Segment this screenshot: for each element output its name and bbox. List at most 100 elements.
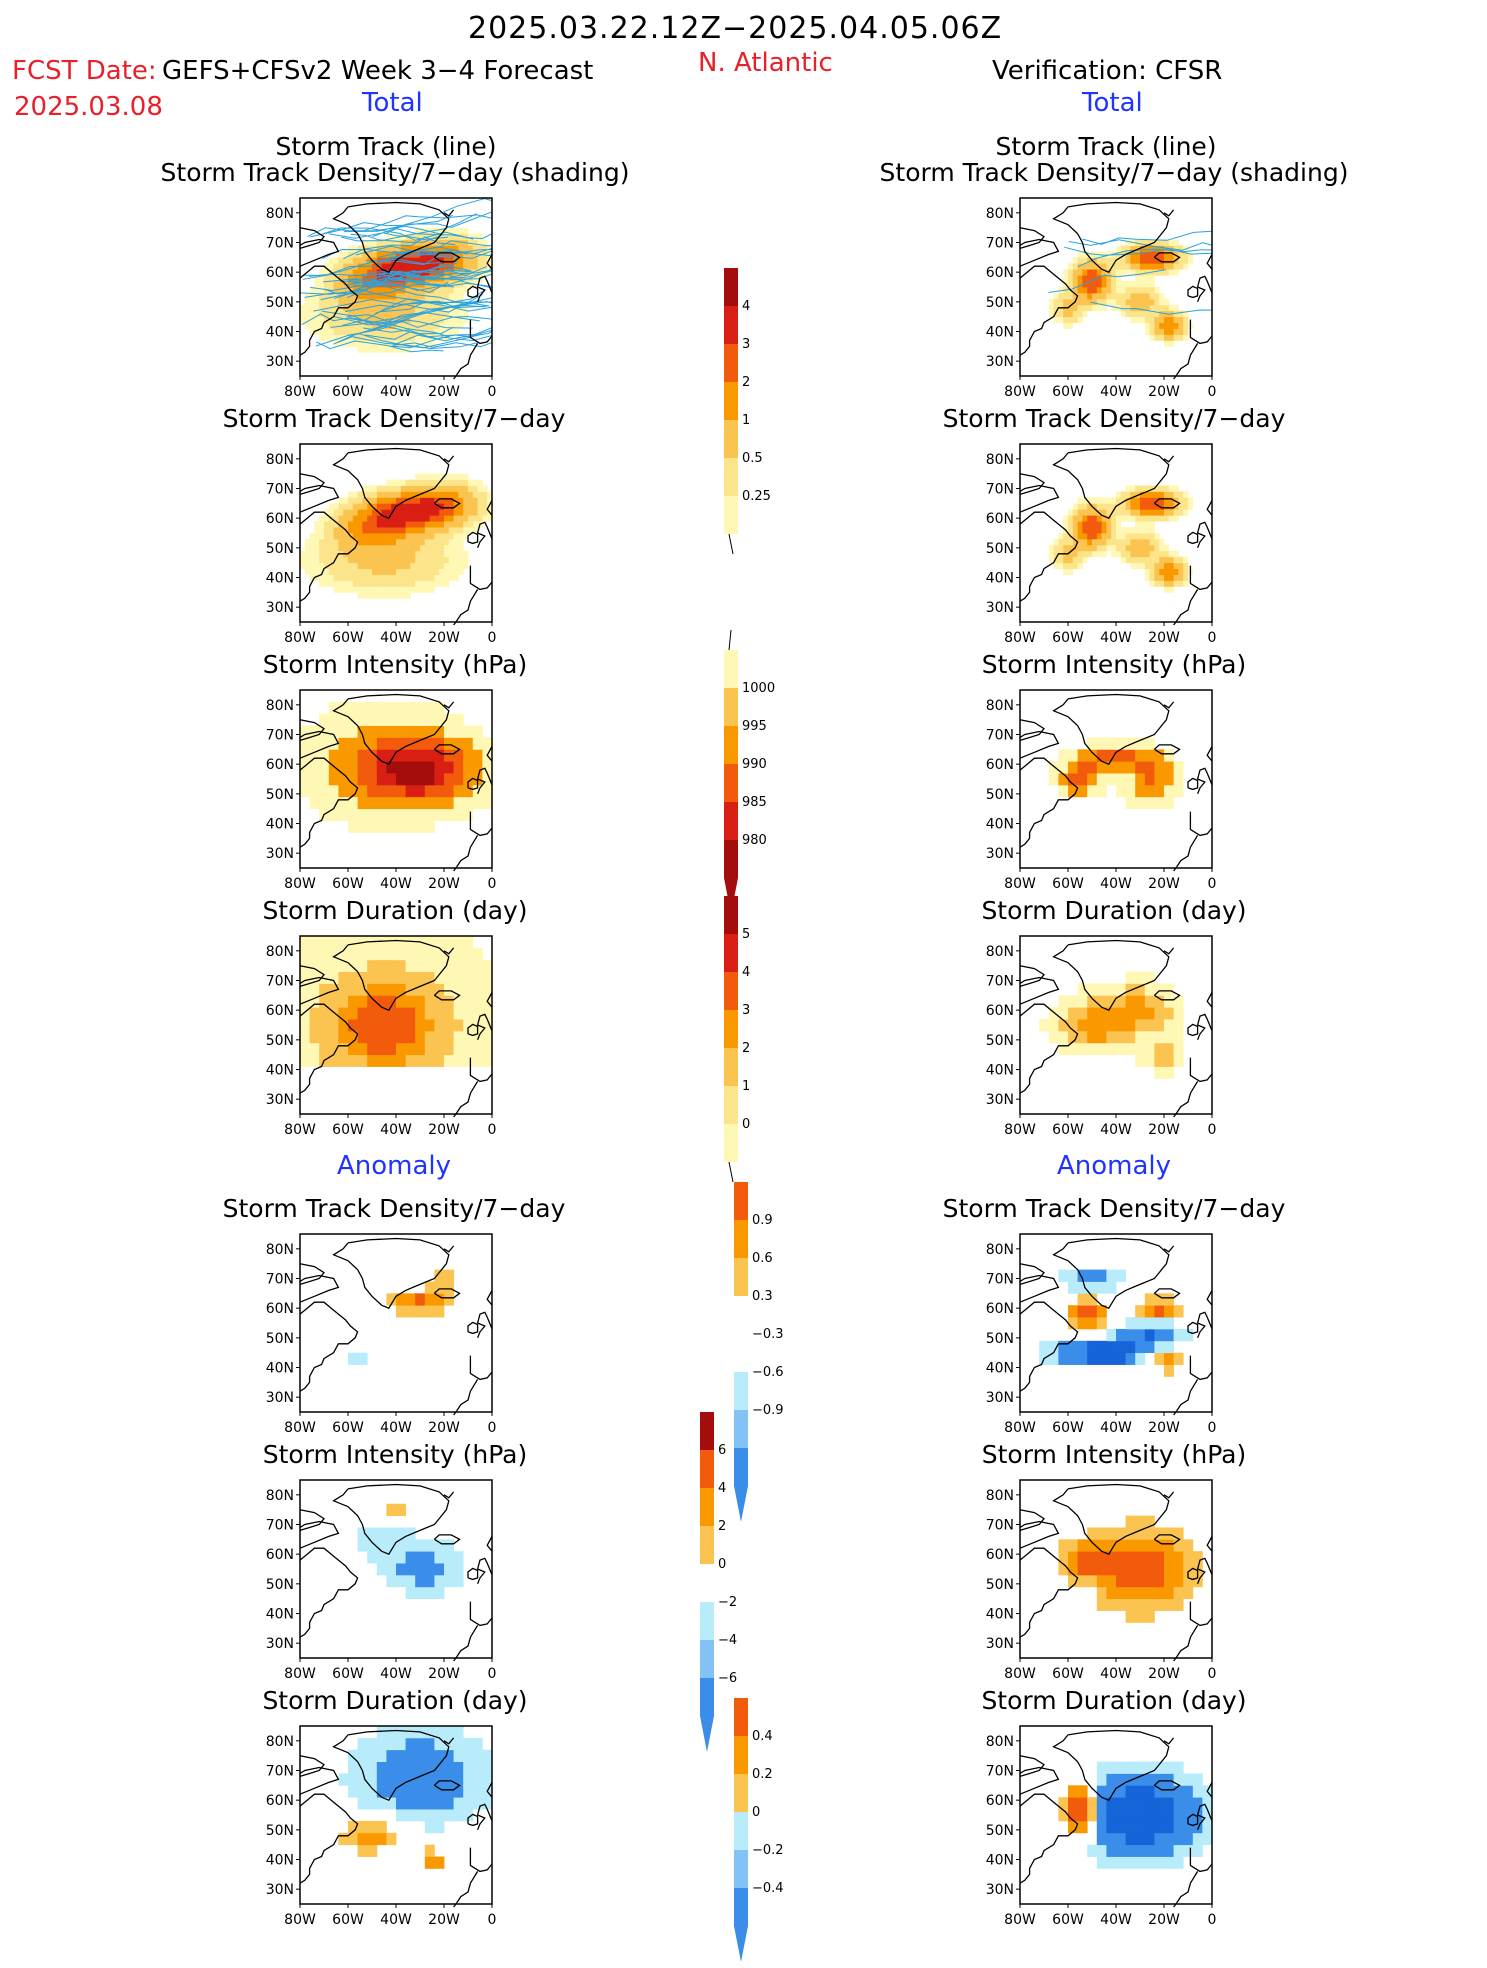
- y-tick-label: 40N: [266, 1853, 294, 1869]
- colorbar-label: 4: [742, 299, 750, 314]
- y-tick-label: 80N: [986, 944, 1014, 960]
- map-density-forecast: 80N 70N 60N 50N 40N 30N 80W 60W 40W 20W 0: [250, 443, 500, 658]
- y-tick-label: 40N: [986, 571, 1014, 587]
- map-frame: [299, 1233, 493, 1413]
- title-track-line-right: Storm Track (line): [995, 132, 1217, 161]
- map-intensity-forecast: 80N 70N 60N 50N 40N 30N 80W 60W 40W 20W 0: [250, 689, 500, 904]
- y-tick-label: 80N: [986, 1488, 1014, 1504]
- y-tick-label: 70N: [986, 974, 1014, 990]
- storm-track-line: [379, 270, 492, 280]
- storm-track-line: [341, 213, 478, 242]
- storm-track-line: [356, 268, 492, 292]
- region-label: N. Atlantic: [698, 48, 833, 78]
- x-tick-label: 20W: [1148, 876, 1180, 892]
- y-tick-label: 70N: [266, 1764, 294, 1780]
- storm-track-line: [345, 300, 488, 313]
- storm-track-line: [1082, 230, 1212, 245]
- shading-layer: [338, 1726, 492, 1869]
- y-tick-label: 30N: [986, 1636, 1014, 1652]
- y-tick-label: 80N: [266, 1488, 294, 1504]
- x-tick-label: 20W: [1148, 630, 1180, 646]
- title-duration-anom-left: Storm Duration (day): [262, 1686, 528, 1715]
- title-density-anom-right: Storm Track Density/7−day: [942, 1194, 1286, 1223]
- storm-track-line: [1090, 301, 1212, 315]
- storm-track-line: [393, 269, 492, 282]
- colorbar-swatch: [724, 344, 738, 382]
- colorbar-swatch: [700, 1602, 714, 1640]
- colorbar-swatch: [734, 1812, 748, 1850]
- total-left-label: Total: [362, 88, 423, 118]
- storm-track-line: [372, 227, 492, 240]
- shading-layer: [300, 701, 492, 833]
- y-tick-label: 60N: [986, 757, 1014, 773]
- y-tick-label: 70N: [986, 482, 1014, 498]
- colorbar-swatch: [724, 458, 738, 496]
- coastlines: [1019, 1729, 1213, 1908]
- x-tick-label: 60W: [1052, 630, 1084, 646]
- y-tick-label: 70N: [986, 1764, 1014, 1780]
- colorbar-label: −2: [718, 1595, 737, 1610]
- map-density-anomaly-forecast: 80N 70N 60N 50N 40N 30N 80W 60W 40W 20W 0: [250, 1233, 500, 1448]
- colorbar-swatch: [734, 1372, 748, 1410]
- colorbar-swatch: [734, 1220, 748, 1258]
- y-tick-label: 40N: [986, 1607, 1014, 1623]
- shading-layer: [1048, 230, 1212, 347]
- colorbar-swatch: [724, 972, 738, 1010]
- x-tick-label: 20W: [1148, 1420, 1180, 1436]
- y-tick-label: 50N: [986, 541, 1014, 557]
- y-tick-label: 40N: [986, 817, 1014, 833]
- x-tick-label: 40W: [1100, 384, 1132, 400]
- colorbar-swatch: [734, 1334, 748, 1372]
- colorbar-swatch: [700, 1412, 714, 1450]
- x-tick-label: 0: [488, 1122, 497, 1138]
- y-tick-label: 70N: [266, 1518, 294, 1534]
- colorbar-label: 995: [742, 719, 767, 734]
- y-tick-label: 60N: [266, 1793, 294, 1809]
- storm-track-line: [309, 214, 454, 238]
- y-tick-label: 50N: [986, 1331, 1014, 1347]
- storm-track-line: [346, 311, 480, 322]
- storm-track-line: [378, 272, 492, 288]
- colorbar-swatch: [724, 726, 738, 764]
- x-tick-label: 0: [488, 384, 497, 400]
- x-tick-label: 80W: [284, 630, 316, 646]
- x-tick-label: 40W: [380, 876, 412, 892]
- x-tick-label: 20W: [428, 1912, 460, 1928]
- verification-label: Verification: CFSR: [992, 56, 1223, 86]
- y-tick-label: 70N: [266, 1272, 294, 1288]
- total-right-label: Total: [1082, 88, 1143, 118]
- title-intensity-anom-right: Storm Intensity (hPa): [981, 1440, 1247, 1469]
- x-tick-label: 80W: [284, 876, 316, 892]
- colorbar-label: 0.6: [752, 1251, 773, 1266]
- storm-track-line: [1048, 269, 1167, 294]
- storm-track-line: [392, 342, 492, 348]
- x-tick-label: 20W: [428, 384, 460, 400]
- title-density-right: Storm Track Density/7−day: [942, 404, 1286, 433]
- colorbar-swatch: [724, 1010, 738, 1048]
- x-tick-label: 0: [1208, 1912, 1217, 1928]
- title-density-anom-left: Storm Track Density/7−day: [222, 1194, 566, 1223]
- x-tick-label: 60W: [332, 1912, 364, 1928]
- title-duration-right: Storm Duration (day): [981, 896, 1247, 925]
- title-track-shading-left: Storm Track Density/7−day (shading): [160, 158, 630, 187]
- storm-track-line: [353, 284, 483, 305]
- x-tick-label: 40W: [1100, 1122, 1132, 1138]
- y-tick-label: 50N: [266, 1033, 294, 1049]
- y-tick-label: 50N: [266, 1331, 294, 1347]
- colorbar-label: 0.9: [752, 1213, 773, 1228]
- y-tick-label: 80N: [266, 698, 294, 714]
- x-tick-label: 60W: [332, 1666, 364, 1682]
- shading-layer: [1048, 737, 1184, 810]
- colorbar-swatch: [734, 1850, 748, 1888]
- colorbar-duration-total: 5 4 3 2 1 0: [724, 892, 814, 1183]
- coastlines: [299, 1237, 493, 1416]
- x-tick-label: 80W: [284, 1420, 316, 1436]
- coastlines: [299, 447, 493, 626]
- y-tick-label: 80N: [266, 452, 294, 468]
- storm-track-line: [386, 246, 492, 262]
- x-tick-label: 80W: [1004, 1912, 1036, 1928]
- coastlines: [299, 1483, 493, 1662]
- y-tick-label: 60N: [266, 1003, 294, 1019]
- colorbar-label: 3: [742, 337, 750, 352]
- storm-track-line: [315, 340, 444, 353]
